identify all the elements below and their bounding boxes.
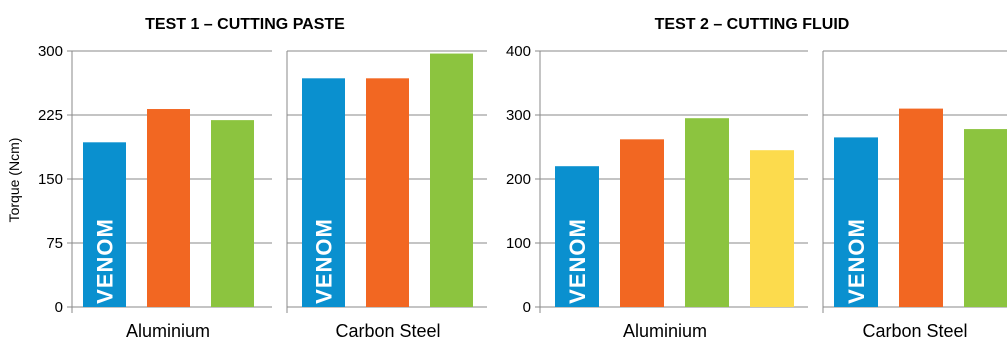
bar bbox=[750, 150, 794, 307]
y-tick-label: 225 bbox=[38, 107, 63, 124]
y-tick-label: 300 bbox=[506, 107, 531, 124]
bar bbox=[430, 53, 473, 308]
bar-label-venom: VENOM bbox=[565, 218, 590, 304]
y-tick-label: 400 bbox=[506, 43, 531, 60]
bar-label-venom: VENOM bbox=[312, 218, 337, 304]
chart-title: TEST 2 – CUTTING FLUID bbox=[655, 16, 850, 33]
bar bbox=[366, 78, 409, 307]
bar bbox=[899, 108, 943, 307]
y-tick-label: 75 bbox=[46, 235, 63, 252]
y-tick-label: 0 bbox=[55, 299, 63, 316]
bar bbox=[834, 137, 878, 307]
y-tick-label: 100 bbox=[506, 235, 531, 252]
category-label: Aluminium bbox=[126, 321, 210, 341]
bar bbox=[302, 78, 345, 307]
bar bbox=[964, 129, 1007, 307]
bar bbox=[555, 166, 599, 307]
y-axis-label: Torque (Ncm) bbox=[6, 138, 22, 223]
bar bbox=[620, 139, 664, 307]
y-tick-label: 300 bbox=[38, 43, 63, 60]
category-label: Aluminium bbox=[623, 321, 707, 341]
chart-title: TEST 1 – CUTTING PASTE bbox=[145, 16, 345, 33]
bar bbox=[147, 109, 190, 307]
bar bbox=[211, 120, 254, 308]
category-label: Carbon Steel bbox=[862, 321, 967, 341]
bar bbox=[685, 118, 729, 307]
y-tick-label: 200 bbox=[506, 171, 531, 188]
y-tick-label: 150 bbox=[38, 171, 63, 188]
bar bbox=[83, 142, 126, 307]
y-tick-label: 0 bbox=[523, 299, 531, 316]
bar-label-venom: VENOM bbox=[844, 218, 869, 304]
bar-label-venom: VENOM bbox=[93, 218, 118, 304]
category-label: Carbon Steel bbox=[335, 321, 440, 341]
